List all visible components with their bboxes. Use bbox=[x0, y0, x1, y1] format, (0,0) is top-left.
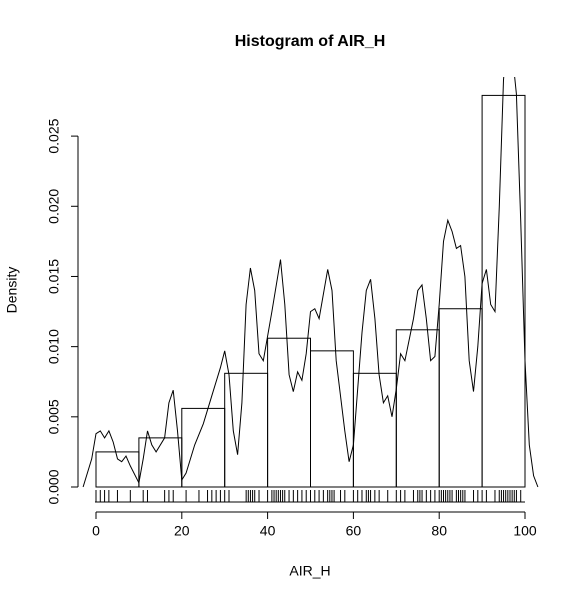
bar bbox=[267, 337, 312, 488]
x-axis-label: AIR_H bbox=[289, 563, 330, 579]
density-line bbox=[82, 77, 539, 488]
y-tick-label: 0.010 bbox=[46, 329, 62, 364]
bar bbox=[395, 329, 440, 488]
chart-title: Histogram of AIR_H bbox=[235, 33, 386, 50]
x-tick-label: 40 bbox=[260, 523, 276, 539]
y-tick-label: 0.025 bbox=[46, 118, 62, 153]
x-tick-label: 60 bbox=[346, 523, 362, 539]
y-tick-label: 0.000 bbox=[46, 469, 62, 504]
bar bbox=[481, 94, 526, 488]
x-tick-label: 80 bbox=[431, 523, 447, 539]
x-tick-label: 100 bbox=[513, 523, 537, 539]
bar bbox=[181, 407, 226, 488]
y-tick-label: 0.020 bbox=[46, 189, 62, 224]
x-tick-label: 20 bbox=[174, 523, 190, 539]
bar bbox=[224, 372, 269, 488]
bar bbox=[438, 308, 483, 488]
density-group bbox=[82, 77, 539, 488]
x-tick-label: 0 bbox=[92, 523, 100, 539]
bar bbox=[310, 350, 354, 488]
y-tick-label: 0.015 bbox=[46, 259, 62, 294]
y-axis-label: Density bbox=[4, 267, 20, 314]
y-tick-label: 0.005 bbox=[46, 399, 62, 434]
bar bbox=[352, 372, 397, 488]
